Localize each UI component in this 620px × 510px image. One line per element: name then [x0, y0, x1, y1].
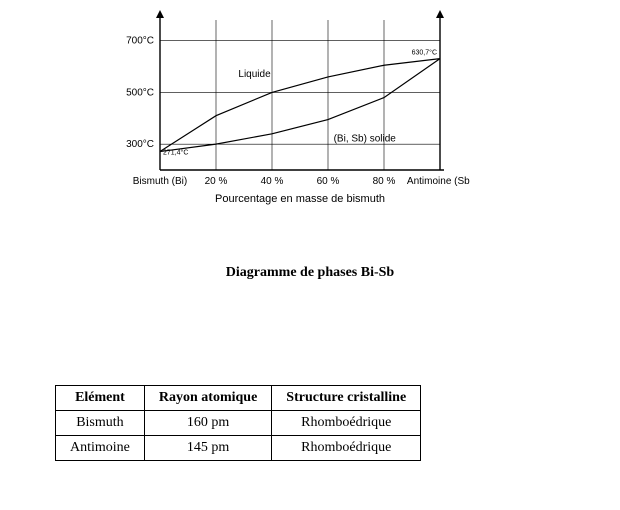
- region-liquide-label: Liquide: [238, 69, 271, 80]
- x-tick-label: 80 %: [373, 176, 396, 187]
- table-header-cell: Structure cristalline: [272, 386, 421, 411]
- region-solide-label: (Bi, Sb) solide: [334, 134, 397, 145]
- liquidus-curve: [160, 59, 440, 152]
- x-tick-label: Antimoine (Sb): [407, 176, 470, 187]
- table-row: Antimoine145 pmRhomboédrique: [56, 436, 421, 461]
- table-cell: Rhomboédrique: [272, 411, 421, 436]
- y-tick-label: 500°C: [126, 87, 154, 98]
- table-header-cell: Elément: [56, 386, 145, 411]
- phase-diagram-svg: 300°C 500°C 700°C Bismuth (Bi) 20 % 40 % 60 % 8…: [110, 10, 470, 230]
- x-tick-label: 20 %: [205, 176, 228, 187]
- x-tick-label: Bismuth (Bi): [133, 176, 187, 187]
- table-header-cell: Rayon atomique: [144, 386, 271, 411]
- properties-table-wrap: ElémentRayon atomiqueStructure cristalli…: [55, 385, 421, 461]
- y-tick-label: 300°C: [126, 139, 154, 150]
- table-cell: 160 pm: [144, 411, 271, 436]
- table-cell: Rhomboédrique: [272, 436, 421, 461]
- right-point-label: 630,7°C: [412, 49, 437, 57]
- table-row: Bismuth160 pmRhomboédrique: [56, 411, 421, 436]
- y-tick-label: 700°C: [126, 36, 154, 47]
- x-tick-label: 40 %: [261, 176, 284, 187]
- table-cell: 145 pm: [144, 436, 271, 461]
- properties-table: ElémentRayon atomiqueStructure cristalli…: [55, 385, 421, 461]
- phase-diagram: 300°C 500°C 700°C Bismuth (Bi) 20 % 40 % 60 % 8…: [110, 10, 510, 230]
- table-cell: Bismuth: [56, 411, 145, 436]
- x-axis-title: Pourcentage en masse de bismuth: [215, 193, 385, 205]
- x-tick-label: 60 %: [317, 176, 340, 187]
- page-root: 300°C 500°C 700°C Bismuth (Bi) 20 % 40 % 60 % 8…: [0, 0, 620, 510]
- solidus-curve: [160, 59, 440, 152]
- table-cell: Antimoine: [56, 436, 145, 461]
- figure-caption: Diagramme de phases Bi-Sb: [0, 265, 620, 281]
- left-point-label: 271,4°C: [163, 149, 188, 157]
